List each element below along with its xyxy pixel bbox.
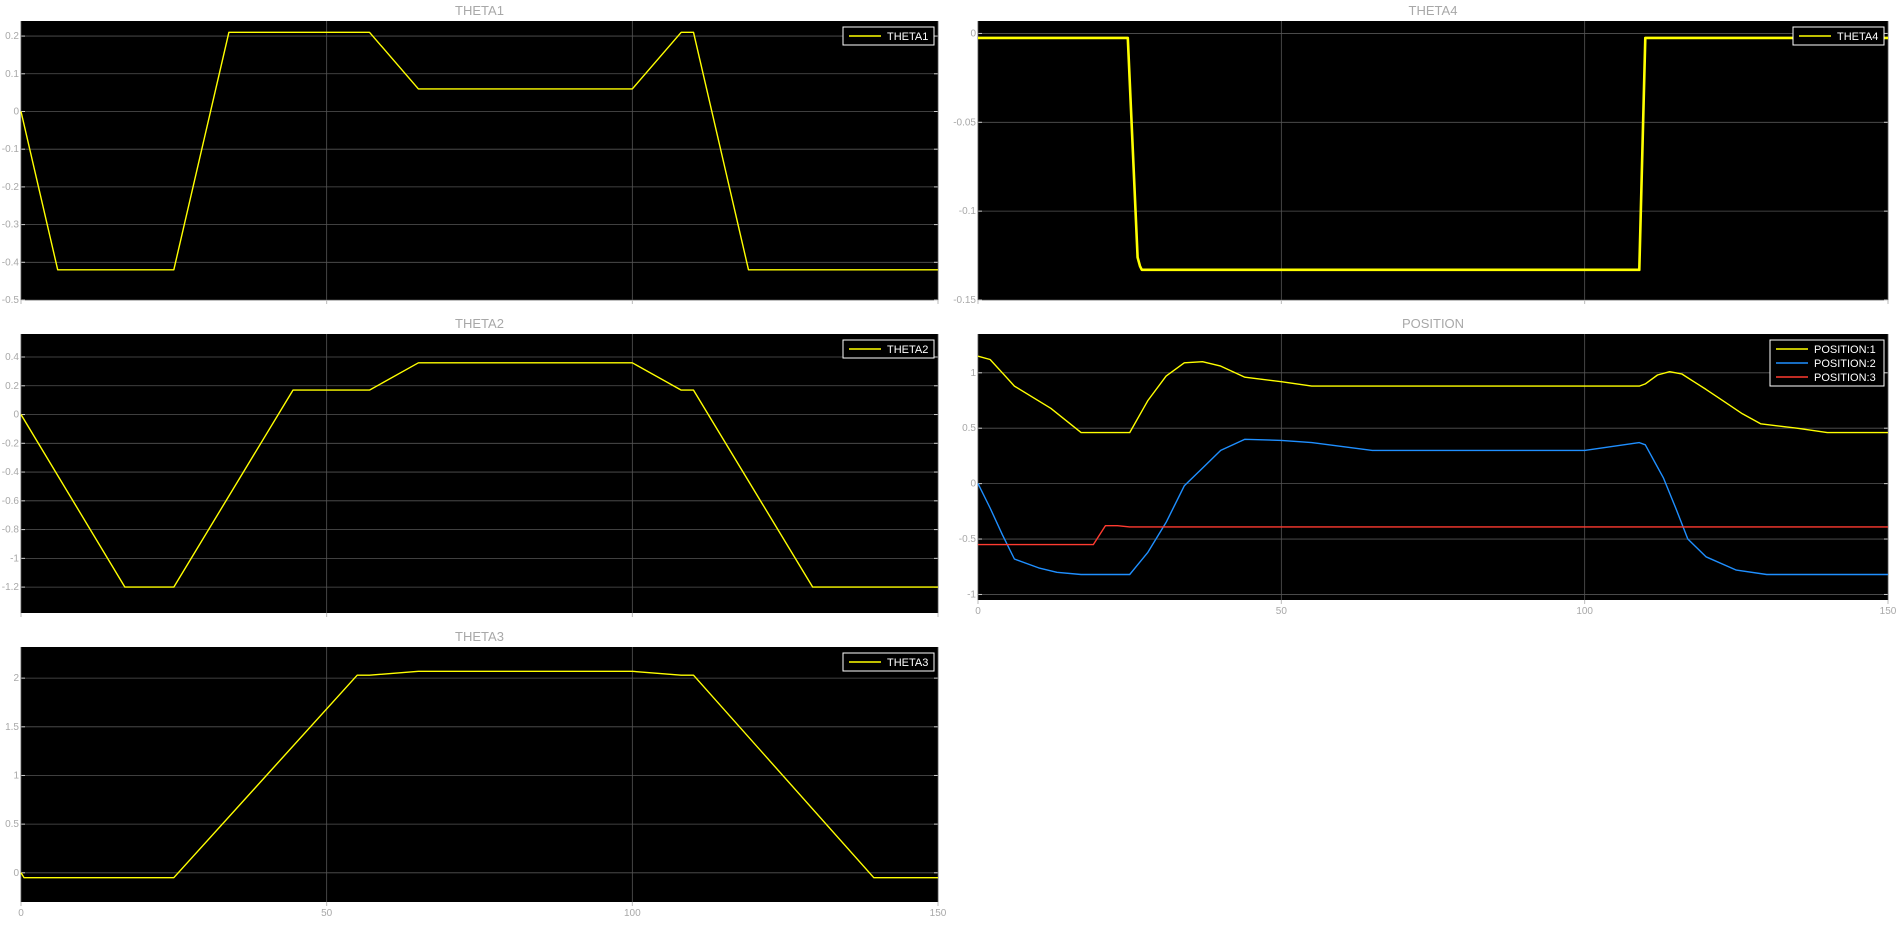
series-line-position-1 <box>977 355 1888 434</box>
y-tick-label: -1.2 <box>2 582 20 593</box>
plot-theta3: THETA3 2 1.5 1 0.5 0 0 50 100 150 THETA3 <box>5 629 947 919</box>
legend-label: POSITION:2 <box>1814 358 1876 370</box>
series-line-theta3 <box>20 670 938 879</box>
y-tick-label: -0.5 <box>959 534 977 545</box>
plot-area <box>21 647 938 902</box>
y-tick-label: 1.5 <box>5 722 19 733</box>
series-line-position-3 <box>978 525 1888 546</box>
plot-title: THETA4 <box>1409 3 1458 18</box>
legend-box <box>842 652 935 672</box>
plot-title: THETA1 <box>455 3 504 18</box>
y-tick-label: 0 <box>13 106 19 117</box>
series-line-theta1 <box>20 31 938 271</box>
y-tick-label: 0 <box>13 410 19 421</box>
x-tick-label: 150 <box>930 908 947 919</box>
legend-box <box>842 339 935 359</box>
plot-area <box>978 21 1888 300</box>
y-tick-label: -0.4 <box>2 467 20 478</box>
series-line-theta2 <box>20 362 938 588</box>
x-tick-label: 100 <box>624 908 641 919</box>
plot-theta4: THETA4 0 -0.05 -0.1 -0.15 THETA4 <box>953 3 1889 306</box>
y-tick-label: 0.1 <box>5 69 19 80</box>
y-tick-label: -1 <box>967 589 976 600</box>
y-tick-label: -0.1 <box>2 144 20 155</box>
plot-theta1: THETA1 0.2 0.1 0 -0.1 -0.2 -0.3 -0.4 -0.5 THETA1 <box>2 3 939 306</box>
series-line-position-2 <box>977 438 1888 576</box>
y-tick-label: 0.4 <box>5 352 19 363</box>
x-tick-label: 0 <box>975 606 981 617</box>
legend-label: THETA1 <box>887 31 928 43</box>
legend-box <box>842 26 935 46</box>
series-line-theta4 <box>978 36 1888 272</box>
plot-area <box>21 334 938 613</box>
legend-label: POSITION:1 <box>1814 344 1876 356</box>
x-tick-label: 50 <box>1276 606 1288 617</box>
plot-position: POSITION 1 0.5 0 -0.5 -1 0 50 100 150 POSITION:1 PO… <box>959 316 1897 617</box>
x-tick-label: 0 <box>18 908 24 919</box>
y-tick-label: -1 <box>10 553 19 564</box>
y-tick-label: 0.2 <box>5 381 19 392</box>
y-tick-label: 1 <box>13 770 19 781</box>
plot-title: POSITION <box>1402 316 1464 331</box>
y-tick-label: -0.2 <box>2 438 20 449</box>
y-tick-label: 0 <box>970 28 976 39</box>
y-tick-label: -0.6 <box>2 496 20 507</box>
legend-label: POSITION:3 <box>1814 372 1876 384</box>
y-tick-label: -0.15 <box>953 295 976 306</box>
x-tick-label: 50 <box>321 908 333 919</box>
y-tick-label: -0.1 <box>959 206 977 217</box>
legend-box <box>1792 26 1885 46</box>
plot-title: THETA3 <box>455 629 504 644</box>
plot-area <box>21 21 938 300</box>
y-tick-label: 2 <box>13 673 19 684</box>
y-tick-label: -0.3 <box>2 220 20 231</box>
plot-theta2: THETA2 0.4 0.2 0 -0.2 -0.4 -0.6 -0.8 -1 -1.2 THETA… <box>2 316 939 617</box>
y-tick-label: 0 <box>13 868 19 879</box>
plot-title: THETA2 <box>455 316 504 331</box>
y-tick-label: 0.5 <box>5 819 19 830</box>
y-tick-label: -0.8 <box>2 525 20 536</box>
x-tick-label: 150 <box>1880 606 1897 617</box>
y-tick-label: -0.05 <box>953 117 976 128</box>
y-tick-label: 0 <box>970 479 976 490</box>
y-tick-label: -0.4 <box>2 257 20 268</box>
plot-area <box>978 334 1888 600</box>
y-tick-label: 0.2 <box>5 31 19 42</box>
x-tick-label: 100 <box>1576 606 1593 617</box>
y-tick-label: 0.5 <box>962 423 976 434</box>
legend-label: THETA2 <box>887 344 928 356</box>
legend-label: THETA4 <box>1837 31 1878 43</box>
legend-label: THETA3 <box>887 657 928 669</box>
y-tick-label: -0.2 <box>2 182 20 193</box>
y-tick-label: -0.5 <box>2 295 20 306</box>
y-tick-label: 1 <box>970 368 976 379</box>
